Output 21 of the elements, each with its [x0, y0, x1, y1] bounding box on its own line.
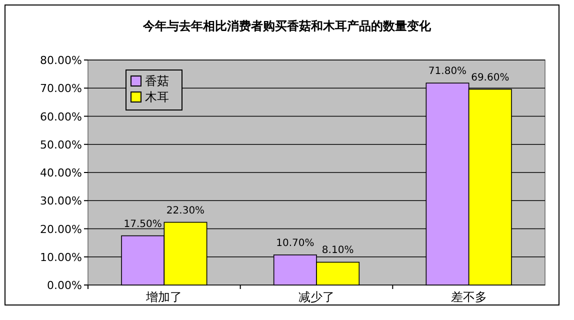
- y-tick-label: 0.00%: [47, 279, 82, 292]
- y-tick-label: 50.00%: [40, 138, 82, 152]
- y-tick-label: 80.00%: [40, 54, 82, 67]
- legend-label: 香菇: [145, 74, 169, 88]
- data-label: 69.60%: [471, 72, 510, 84]
- data-label: 10.70%: [276, 238, 314, 249]
- y-tick-label: 20.00%: [40, 222, 82, 236]
- chart-title: 今年与去年相比消费者购买香菇和木耳产品的数量变化: [142, 19, 432, 33]
- data-label: 17.50%: [124, 218, 162, 230]
- data-label: 8.10%: [322, 245, 354, 256]
- y-tick-label: 40.00%: [40, 166, 82, 180]
- x-tick-label: 差不多: [450, 290, 487, 304]
- y-tick-label: 70.00%: [40, 82, 82, 96]
- y-tick-label: 60.00%: [40, 110, 82, 124]
- legend-label: 木耳: [145, 90, 169, 104]
- data-label: 22.30%: [166, 205, 205, 216]
- y-tick-label: 30.00%: [40, 194, 82, 208]
- x-tick-label: 增加了: [145, 290, 182, 304]
- data-label: 71.80%: [428, 66, 467, 78]
- x-tick-label: 减少了: [298, 290, 334, 304]
- y-tick-label: 10.00%: [40, 250, 82, 264]
